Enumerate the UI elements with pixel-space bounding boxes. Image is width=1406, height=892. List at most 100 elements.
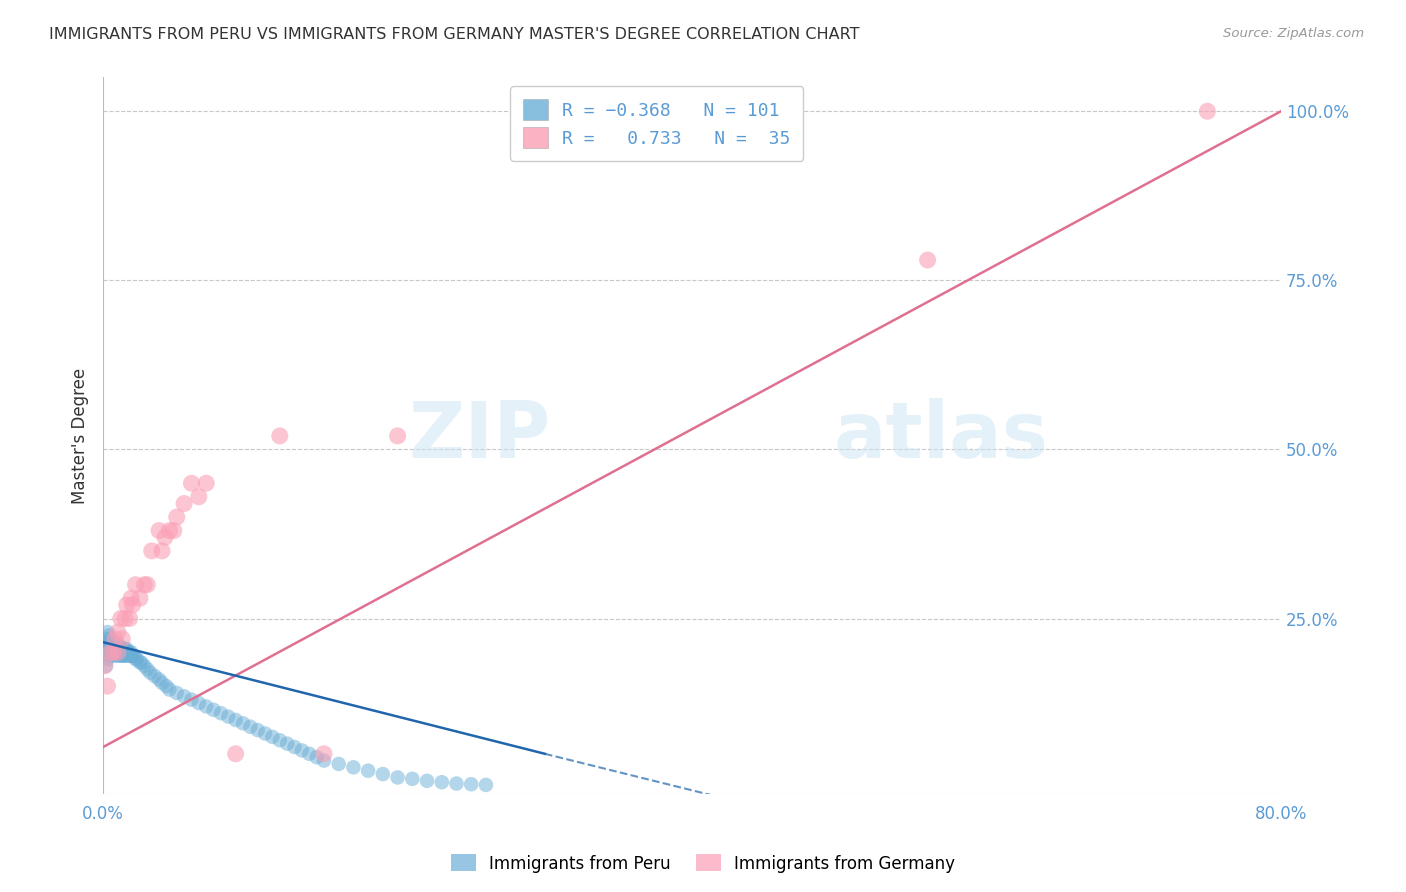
Point bbox=[153, 530, 176, 544]
Point bbox=[276, 737, 298, 751]
Text: ZIP: ZIP bbox=[409, 398, 551, 474]
Point bbox=[121, 598, 143, 612]
Point bbox=[101, 645, 124, 659]
Point bbox=[107, 625, 129, 640]
Point bbox=[122, 648, 145, 663]
Point bbox=[100, 648, 122, 663]
Point bbox=[173, 690, 195, 704]
Point bbox=[129, 656, 152, 670]
Point bbox=[143, 669, 166, 683]
Point bbox=[157, 682, 180, 697]
Point bbox=[114, 642, 136, 657]
Point bbox=[103, 635, 125, 649]
Point bbox=[124, 652, 146, 666]
Point bbox=[1197, 104, 1219, 119]
Point bbox=[291, 743, 314, 757]
Point bbox=[107, 645, 129, 659]
Point bbox=[387, 429, 409, 443]
Point bbox=[187, 696, 209, 710]
Point bbox=[124, 577, 146, 591]
Point bbox=[180, 692, 202, 706]
Point bbox=[225, 713, 247, 727]
Point bbox=[117, 645, 139, 659]
Point bbox=[239, 720, 262, 734]
Point bbox=[114, 648, 136, 663]
Point bbox=[110, 611, 132, 625]
Point bbox=[136, 662, 159, 676]
Point bbox=[100, 632, 122, 646]
Point bbox=[115, 642, 138, 657]
Point bbox=[107, 648, 129, 663]
Point bbox=[120, 591, 142, 606]
Point bbox=[342, 760, 364, 774]
Point bbox=[118, 648, 141, 663]
Point bbox=[269, 429, 291, 443]
Point bbox=[103, 645, 125, 659]
Point bbox=[139, 665, 162, 680]
Point bbox=[111, 642, 134, 657]
Point bbox=[104, 648, 127, 663]
Point bbox=[150, 675, 173, 690]
Point bbox=[100, 645, 122, 659]
Point bbox=[134, 658, 156, 673]
Point bbox=[163, 524, 186, 538]
Point bbox=[104, 642, 127, 657]
Point bbox=[105, 639, 128, 653]
Point bbox=[107, 639, 129, 653]
Point bbox=[100, 635, 122, 649]
Point bbox=[416, 773, 439, 788]
Point bbox=[328, 756, 350, 771]
Point bbox=[312, 754, 335, 768]
Point bbox=[180, 476, 202, 491]
Point bbox=[93, 658, 115, 673]
Point bbox=[269, 733, 291, 747]
Point bbox=[120, 648, 142, 663]
Point bbox=[209, 706, 232, 721]
Point bbox=[131, 656, 153, 670]
Point bbox=[118, 645, 141, 659]
Point bbox=[105, 645, 128, 659]
Point bbox=[225, 747, 247, 761]
Point bbox=[94, 632, 117, 646]
Point bbox=[298, 747, 321, 761]
Point bbox=[98, 642, 121, 657]
Point bbox=[155, 679, 177, 693]
Point bbox=[917, 253, 939, 268]
Point bbox=[262, 730, 284, 744]
Point bbox=[312, 747, 335, 761]
Point bbox=[232, 716, 254, 731]
Point bbox=[430, 775, 453, 789]
Legend: Immigrants from Peru, Immigrants from Germany: Immigrants from Peru, Immigrants from Ge… bbox=[444, 847, 962, 880]
Point bbox=[371, 767, 394, 781]
Point bbox=[246, 723, 269, 738]
Point bbox=[108, 645, 131, 659]
Point bbox=[98, 628, 121, 642]
Point bbox=[460, 777, 482, 791]
Point bbox=[187, 490, 209, 504]
Point bbox=[101, 635, 124, 649]
Point bbox=[110, 648, 132, 663]
Point bbox=[112, 645, 135, 659]
Point bbox=[195, 699, 218, 714]
Point bbox=[141, 544, 163, 558]
Point bbox=[110, 645, 132, 659]
Text: atlas: atlas bbox=[834, 398, 1049, 474]
Point bbox=[111, 648, 134, 663]
Point bbox=[217, 709, 239, 723]
Point bbox=[166, 686, 188, 700]
Point bbox=[103, 639, 125, 653]
Point bbox=[195, 476, 218, 491]
Point bbox=[115, 645, 138, 659]
Point bbox=[103, 645, 125, 659]
Point bbox=[93, 645, 115, 659]
Y-axis label: Master's Degree: Master's Degree bbox=[72, 368, 89, 504]
Point bbox=[401, 772, 423, 786]
Point bbox=[94, 658, 117, 673]
Point bbox=[357, 764, 380, 778]
Point bbox=[96, 639, 118, 653]
Point bbox=[96, 652, 118, 666]
Point bbox=[173, 497, 195, 511]
Point bbox=[107, 645, 129, 659]
Point bbox=[283, 739, 305, 754]
Point bbox=[117, 648, 139, 663]
